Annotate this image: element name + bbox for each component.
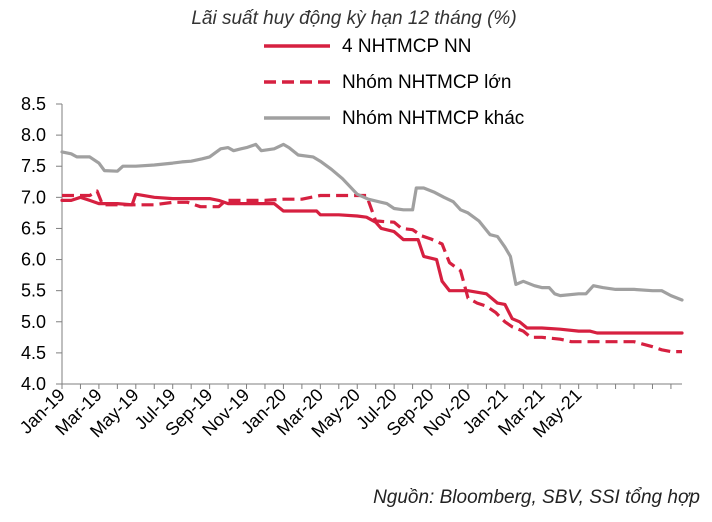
legend-label-2: Nhóm NHTMCP lớn xyxy=(342,72,511,93)
y-tick-label: 4.0 xyxy=(21,374,46,394)
y-axis: 8.5 8.0 7.5 7.0 6.5 6.0 5.5 5.0 4.5 4.0 xyxy=(21,94,63,394)
y-tick-label: 6.0 xyxy=(21,250,46,270)
y-tick-label: 8.0 xyxy=(21,125,46,145)
series-line-3 xyxy=(60,142,684,302)
y-tick-label: 5.5 xyxy=(21,281,46,301)
y-tick-label: 5.0 xyxy=(21,312,46,332)
y-tick-label: 7.5 xyxy=(21,156,46,176)
y-tick-label: 7.0 xyxy=(21,187,46,207)
source-note: Nguồn: Bloomberg, SBV, SSI tổng hợp xyxy=(373,487,700,508)
legend-label-1: 4 NHTMCP NN xyxy=(342,36,472,57)
chart-title: Lãi suất huy động kỳ hạn 12 tháng (%) xyxy=(191,8,516,29)
y-tick-label: 6.5 xyxy=(21,218,46,238)
legend-label-3: Nhóm NHTMCP khác xyxy=(342,108,524,129)
series-line-1 xyxy=(60,192,684,335)
legend: 4 NHTMCP NN Nhóm NHTMCP lớn Nhóm NHTMCP kh… xyxy=(264,36,524,129)
y-tick-label: 8.5 xyxy=(21,94,46,114)
series-group xyxy=(60,142,684,354)
y-tick-label: 4.5 xyxy=(21,343,46,363)
series-line-2 xyxy=(62,189,682,354)
x-axis: Jan-19Mar-19May-19Jul-19Sep-19Nov-19Jan-… xyxy=(16,383,682,441)
